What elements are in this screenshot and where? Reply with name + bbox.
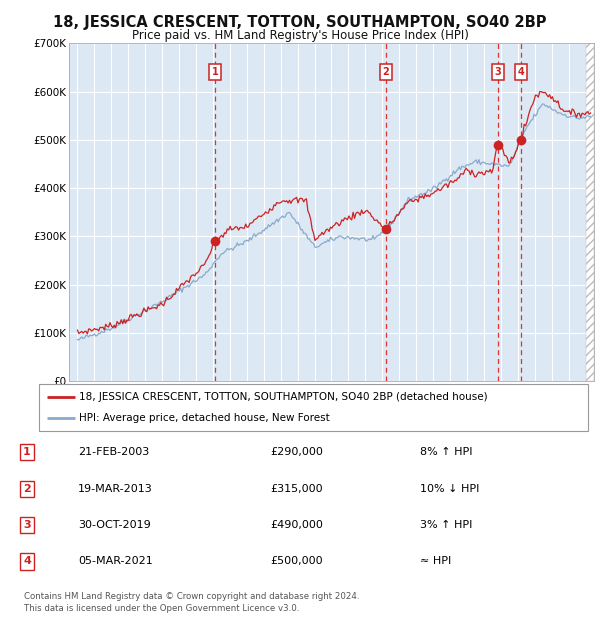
Text: £490,000: £490,000 — [270, 520, 323, 530]
Text: 21-FEB-2003: 21-FEB-2003 — [78, 447, 149, 457]
Text: Contains HM Land Registry data © Crown copyright and database right 2024.
This d: Contains HM Land Registry data © Crown c… — [24, 592, 359, 613]
Text: 10% ↓ HPI: 10% ↓ HPI — [420, 484, 479, 494]
Text: 05-MAR-2021: 05-MAR-2021 — [78, 557, 153, 567]
Text: 18, JESSICA CRESCENT, TOTTON, SOUTHAMPTON, SO40 2BP (detached house): 18, JESSICA CRESCENT, TOTTON, SOUTHAMPTO… — [79, 392, 487, 402]
Text: 2: 2 — [382, 67, 389, 77]
Text: HPI: Average price, detached house, New Forest: HPI: Average price, detached house, New … — [79, 414, 329, 423]
Text: 3% ↑ HPI: 3% ↑ HPI — [420, 520, 472, 530]
Text: 30-OCT-2019: 30-OCT-2019 — [78, 520, 151, 530]
Text: 19-MAR-2013: 19-MAR-2013 — [78, 484, 153, 494]
Text: 8% ↑ HPI: 8% ↑ HPI — [420, 447, 473, 457]
Text: £500,000: £500,000 — [270, 557, 323, 567]
Text: £290,000: £290,000 — [270, 447, 323, 457]
Text: 3: 3 — [23, 520, 31, 530]
Text: Price paid vs. HM Land Registry's House Price Index (HPI): Price paid vs. HM Land Registry's House … — [131, 30, 469, 42]
Text: 4: 4 — [517, 67, 524, 77]
Text: £315,000: £315,000 — [270, 484, 323, 494]
FancyBboxPatch shape — [39, 384, 588, 431]
Text: 4: 4 — [23, 557, 31, 567]
Text: 2: 2 — [23, 484, 31, 494]
Text: 1: 1 — [212, 67, 218, 77]
Text: 1: 1 — [23, 447, 31, 457]
Text: ≈ HPI: ≈ HPI — [420, 557, 451, 567]
Text: 18, JESSICA CRESCENT, TOTTON, SOUTHAMPTON, SO40 2BP: 18, JESSICA CRESCENT, TOTTON, SOUTHAMPTO… — [53, 15, 547, 30]
Text: 3: 3 — [494, 67, 502, 77]
